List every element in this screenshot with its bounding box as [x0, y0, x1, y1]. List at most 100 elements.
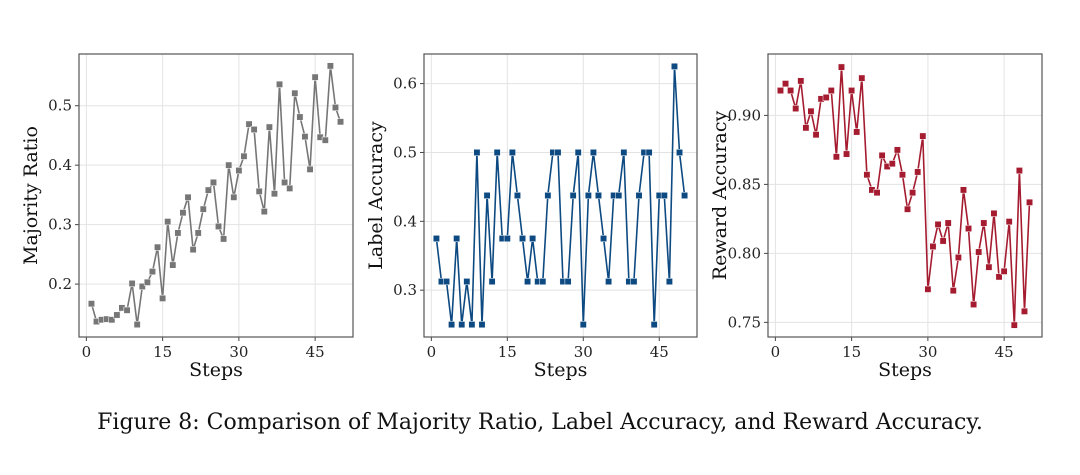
data-point [873, 189, 881, 197]
data-point [174, 229, 182, 237]
data-point [965, 225, 972, 232]
data-point [893, 146, 901, 154]
y-axis-label: Majority Ratio [20, 126, 42, 265]
y-tick-label: 0.5 [393, 143, 417, 161]
data-point [914, 168, 922, 176]
data-point [493, 149, 501, 156]
data-point [584, 192, 592, 199]
data-point [909, 189, 917, 197]
data-point [975, 248, 983, 256]
data-point [194, 229, 202, 237]
x-tick-label: 45 [306, 343, 325, 361]
data-point [782, 80, 789, 88]
data-point [579, 321, 587, 329]
data-point [827, 87, 835, 95]
data-point [453, 235, 461, 242]
plot-area [79, 54, 353, 337]
data-point [929, 243, 937, 250]
data-point [332, 104, 339, 111]
data-point [443, 278, 450, 286]
data-point [189, 246, 197, 254]
data-point [645, 149, 653, 156]
data-point [179, 209, 187, 217]
data-point [863, 171, 871, 179]
data-point [488, 278, 496, 286]
data-point [995, 273, 1003, 281]
y-tick-label: 0.4 [393, 212, 417, 230]
label-accuracy-chart: 0 15 30 45 0.3 0.4 0.5 0.6 Steps Label Accuracy [365, 53, 698, 381]
data-point [164, 218, 172, 226]
data-point [169, 261, 177, 269]
data-point [630, 278, 638, 286]
data-point [574, 149, 582, 156]
data-point [240, 152, 248, 160]
data-point [544, 192, 552, 199]
data-point [458, 321, 466, 329]
y-tick-label: 0.90 [728, 106, 761, 124]
data-point [676, 149, 683, 156]
data-point [954, 254, 962, 261]
data-point [519, 235, 526, 242]
data-point [960, 186, 967, 194]
data-point [888, 160, 896, 168]
data-point [939, 237, 947, 245]
data-point [235, 167, 243, 174]
data-point [513, 192, 521, 199]
data-point [478, 321, 486, 329]
data-point [128, 280, 136, 287]
data-point [600, 235, 608, 242]
data-point [138, 283, 146, 290]
data-point [681, 192, 689, 199]
data-point [306, 165, 314, 173]
data-point [276, 80, 283, 88]
data-point [1021, 307, 1028, 315]
data-point [838, 63, 845, 71]
data-point [463, 278, 471, 286]
data-point [797, 77, 805, 85]
x-axis-label: Steps [189, 359, 243, 381]
data-point [635, 192, 643, 199]
data-point [123, 306, 131, 314]
data-point [250, 126, 258, 133]
data-point [944, 219, 952, 227]
data-point [210, 178, 217, 186]
data-point [660, 192, 668, 199]
y-tick-label: 0.75 [728, 313, 761, 331]
majority-ratio-chart: 0 15 30 45 0.2 0.3 0.4 0.5 Steps Majority Ratio [20, 53, 354, 381]
series-line [435, 66, 686, 325]
data-point [483, 192, 491, 199]
data-point [88, 300, 95, 308]
x-tick-label: 15 [153, 343, 172, 361]
x-tick-label: 0 [771, 343, 781, 361]
data-point [802, 124, 810, 132]
data-point [1015, 167, 1023, 175]
data-point [230, 193, 238, 201]
y-tick-label: 0.3 [393, 281, 417, 299]
data-point [271, 190, 278, 198]
data-point [980, 219, 988, 227]
x-axis-label: Steps [878, 359, 932, 381]
data-point [184, 193, 192, 201]
y-tick-label: 0.80 [728, 244, 761, 262]
data-point [149, 268, 156, 276]
data-point [503, 235, 511, 242]
data-point [853, 128, 861, 136]
data-point [143, 278, 151, 286]
data-point [260, 208, 268, 216]
series-line [90, 65, 342, 325]
x-axis-label: Steps [534, 359, 588, 381]
data-point [1005, 218, 1013, 226]
data-point [245, 120, 253, 128]
data-point [615, 192, 623, 199]
data-point [215, 222, 222, 230]
data-point [554, 149, 562, 156]
x-tick-label: 45 [995, 343, 1014, 361]
data-point [949, 287, 957, 295]
data-point [671, 62, 678, 70]
y-axis-label: Reward Accuracy [709, 111, 731, 281]
data-point [924, 285, 932, 293]
x-tick-label: 0 [427, 343, 437, 361]
figure-caption: Figure 8: Comparison of Majority Ratio, … [97, 410, 983, 435]
data-point [605, 278, 613, 286]
